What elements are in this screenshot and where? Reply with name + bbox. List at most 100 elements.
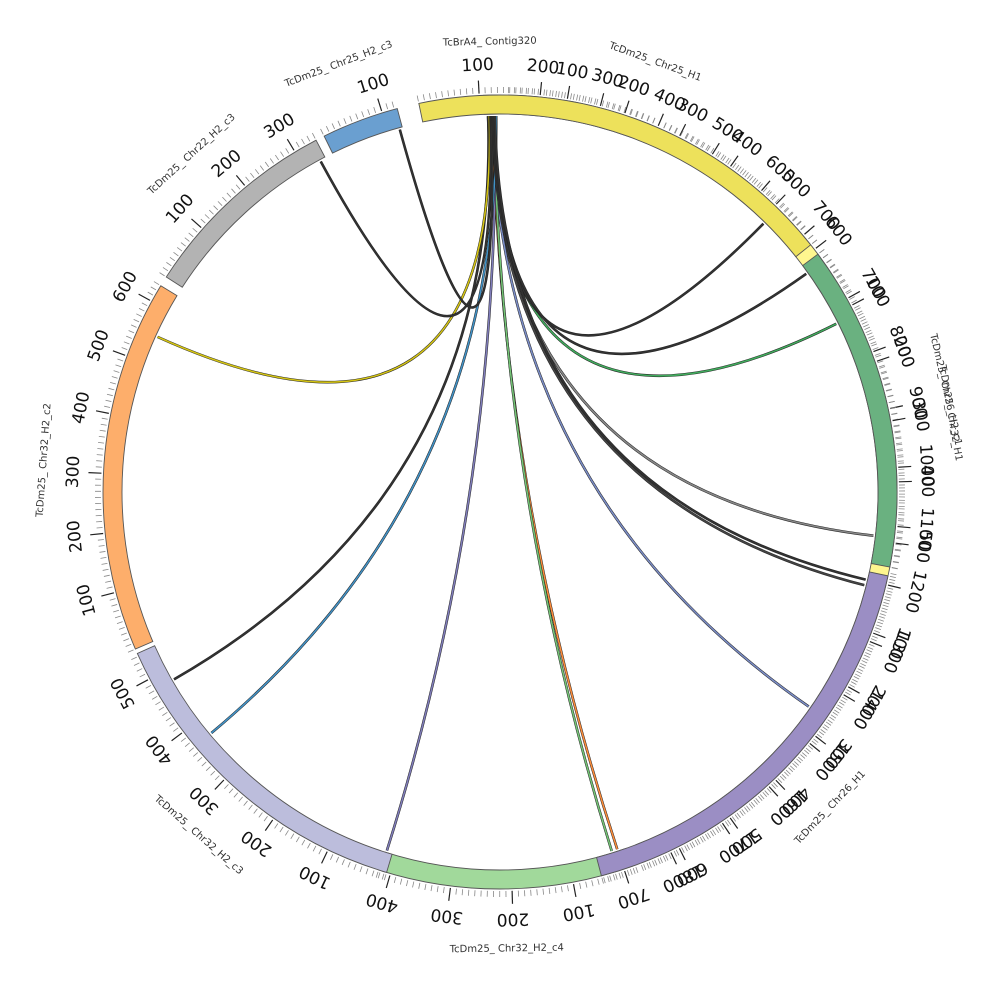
minor-tick <box>866 649 873 653</box>
major-tick <box>572 884 577 898</box>
minor-tick <box>773 782 778 788</box>
minor-tick <box>811 740 817 745</box>
minor-tick <box>894 430 901 433</box>
minor-tick <box>865 329 872 333</box>
minor-tick <box>884 383 891 386</box>
major-tick <box>847 686 860 694</box>
minor-tick <box>416 95 419 102</box>
minor-tick <box>176 247 183 252</box>
minor-tick <box>765 189 771 195</box>
minor-tick <box>654 859 658 866</box>
minor-tick <box>853 305 860 309</box>
minor-tick <box>771 195 777 201</box>
ticks-layer <box>88 80 912 904</box>
minor-tick <box>842 284 848 288</box>
major-tick <box>869 641 883 648</box>
minor-tick <box>618 872 622 879</box>
minor-tick <box>121 632 127 636</box>
minor-tick <box>889 578 896 582</box>
segment-name: TcDm25_ Chr32_H2_c4 <box>449 943 564 956</box>
minor-tick <box>635 111 639 118</box>
major-tick <box>136 679 149 687</box>
link-outline <box>173 116 490 681</box>
major-tick <box>235 175 246 186</box>
link-outline <box>210 116 498 734</box>
minor-tick <box>133 318 140 323</box>
major-tick <box>897 525 911 529</box>
major-tick <box>286 138 295 151</box>
minor-tick <box>97 448 104 450</box>
minor-tick <box>136 668 143 672</box>
minor-tick <box>280 151 285 157</box>
minor-tick <box>868 335 874 339</box>
minor-tick <box>192 227 198 233</box>
minor-tick <box>243 800 248 806</box>
minor-tick <box>888 400 895 403</box>
minor-tick <box>148 690 155 695</box>
minor-tick <box>269 158 274 164</box>
minor-tick <box>896 450 903 452</box>
major-tick <box>112 350 126 356</box>
minor-tick <box>696 838 701 845</box>
minor-tick <box>193 752 199 757</box>
minor-tick <box>758 183 763 189</box>
major-tick <box>761 180 771 192</box>
segments-layer <box>102 94 898 890</box>
minor-tick <box>375 871 379 878</box>
minor-tick <box>123 341 130 345</box>
minor-tick <box>153 281 160 286</box>
minor-tick <box>238 796 243 802</box>
tick-label: 400 <box>142 731 178 769</box>
minor-tick <box>784 207 790 213</box>
links-layer <box>156 116 874 852</box>
minor-tick <box>766 788 772 794</box>
link <box>490 116 810 708</box>
tick-label: 300 <box>907 398 932 434</box>
minor-tick <box>717 152 722 158</box>
minor-tick <box>742 170 747 176</box>
minor-tick <box>648 861 652 868</box>
tick-label: 200 <box>238 825 276 860</box>
minor-tick <box>864 654 870 658</box>
minor-tick <box>783 207 789 212</box>
minor-tick <box>762 187 768 193</box>
minor-tick <box>591 880 594 887</box>
minor-tick <box>665 854 669 861</box>
minor-tick <box>590 97 593 104</box>
minor-tick <box>113 370 120 373</box>
minor-tick <box>383 874 387 881</box>
minor-tick <box>702 835 706 842</box>
minor-tick <box>720 824 725 830</box>
minor-tick <box>330 854 334 860</box>
minor-tick <box>250 172 255 179</box>
minor-tick <box>836 273 842 278</box>
minor-tick <box>705 144 710 151</box>
minor-tick <box>859 315 866 320</box>
minor-tick <box>572 93 575 100</box>
minor-tick <box>150 286 157 291</box>
minor-tick <box>459 88 462 95</box>
minor-tick <box>857 312 864 317</box>
minor-tick <box>188 747 194 752</box>
major-tick <box>599 93 605 106</box>
minor-tick <box>894 431 901 434</box>
minor-tick <box>893 424 900 427</box>
minor-tick <box>796 221 802 226</box>
minor-tick <box>837 704 843 709</box>
minor-tick <box>755 798 760 804</box>
minor-tick <box>885 388 892 392</box>
minor-tick <box>103 574 110 577</box>
minor-tick <box>785 769 791 775</box>
minor-tick <box>359 866 363 873</box>
minor-tick <box>854 673 861 678</box>
minor-tick <box>832 711 839 716</box>
minor-tick <box>279 826 284 833</box>
minor-tick <box>545 89 548 96</box>
major-tick <box>477 80 480 94</box>
minor-tick <box>136 313 142 317</box>
segment-name: TcDm25_ Chr32_H2_c2 <box>35 403 54 519</box>
tick-label: 200 <box>64 519 87 553</box>
major-tick <box>852 298 865 306</box>
minor-tick <box>180 737 187 742</box>
minor-tick <box>856 310 863 314</box>
